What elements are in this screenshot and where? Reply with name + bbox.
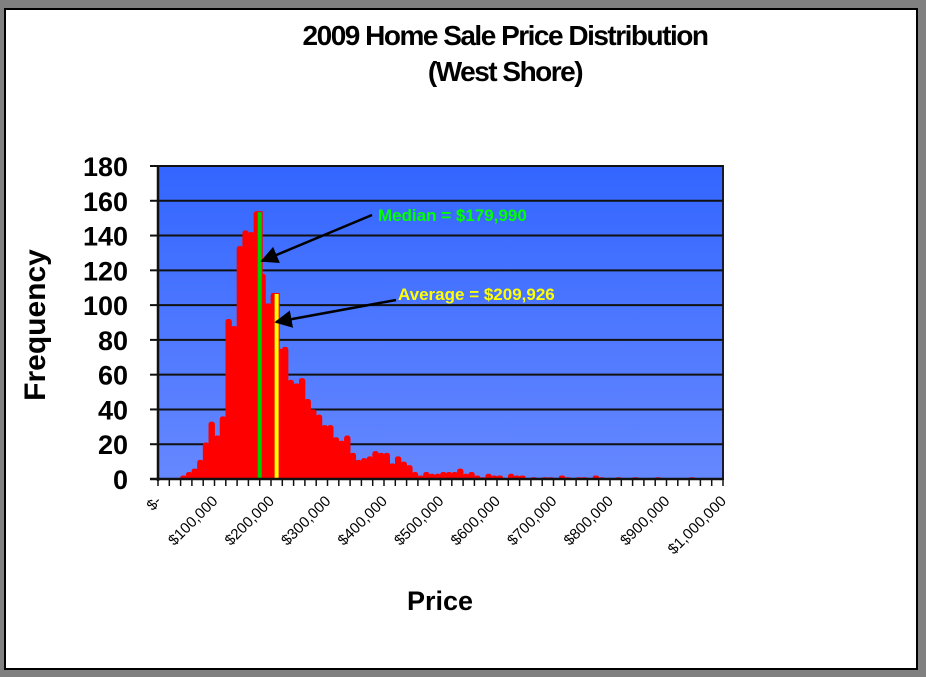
chart-title-main: 2009 Home Sale Price Distribution <box>302 20 709 51</box>
histogram-bar-body <box>214 438 221 479</box>
histogram-bar-body <box>383 455 390 479</box>
histogram-bar-body <box>287 382 294 479</box>
x-tick-label: $700,000 <box>504 493 560 549</box>
histogram-bar-body <box>231 328 238 479</box>
histogram-bar-body <box>293 386 300 479</box>
histogram-bar-body <box>349 455 357 479</box>
y-tick-label: 60 <box>98 361 128 391</box>
histogram-bar-body <box>332 440 340 479</box>
histogram-bar-body <box>236 248 244 479</box>
y-axis-ticks: 0 20 40 60 80 100 120 140 160 180 <box>83 152 158 495</box>
average-arrow <box>274 298 397 328</box>
chart-title: 2009 Home Sale Price Distribution (West … <box>0 18 926 90</box>
histogram-bar-body <box>242 233 249 479</box>
average-line <box>274 293 279 479</box>
histogram-bar-body <box>185 475 193 479</box>
x-tick-label: $900,000 <box>617 493 673 549</box>
y-tick-label: 100 <box>83 291 128 321</box>
x-tick-label: $300,000 <box>278 493 334 549</box>
y-tick-label: 120 <box>83 256 128 286</box>
y-tick-label: 140 <box>83 222 128 252</box>
histogram-bar-body <box>265 306 272 479</box>
histogram-bar-body <box>457 471 464 479</box>
y-tick-label: 180 <box>83 152 128 182</box>
histogram-bar-body <box>378 455 385 479</box>
chart-subtitle: (West Shore) <box>427 56 584 87</box>
histogram-bar-body <box>282 349 289 479</box>
histogram-bar-body <box>395 459 402 479</box>
histogram-bar-body <box>208 424 215 479</box>
x-tick-label: $800,000 <box>561 493 617 549</box>
histogram-bar-body <box>327 428 334 479</box>
histogram-bar-body <box>361 461 368 479</box>
histogram-bar-body <box>355 462 362 479</box>
annotations: Median = $179,990 Average = $209,926 <box>260 206 555 328</box>
histogram-bar-body <box>389 466 396 479</box>
x-axis-ticks: $- $100,000 $200,000 $300,000 $400,000 $500,0… <box>143 493 729 558</box>
histogram-bar-body <box>310 412 317 479</box>
histogram-bar-body <box>344 438 351 479</box>
x-tick-label: $- <box>143 493 164 514</box>
histogram-bar-body <box>406 468 413 479</box>
histogram-bar-body <box>225 322 232 479</box>
average-label: Average = $209,926 <box>398 285 555 304</box>
histogram-bar-body <box>400 464 407 479</box>
x-axis-label: Price <box>406 586 474 616</box>
y-tick-label: 40 <box>98 395 128 425</box>
histogram-bar-body <box>304 402 311 479</box>
histogram-bar-body <box>451 475 458 479</box>
stat-lines <box>256 211 280 479</box>
x-tick-label: $200,000 <box>222 493 278 549</box>
histogram-bar-body <box>248 235 255 479</box>
histogram-bar-body <box>191 471 198 479</box>
histogram-bar-body <box>445 475 453 479</box>
histogram-bar-body <box>298 381 306 479</box>
histogram-bar-body <box>468 475 475 479</box>
histogram-bar-body <box>423 475 430 479</box>
histogram-bar-body <box>202 445 210 479</box>
x-tick-label: $500,000 <box>391 493 447 549</box>
median-label: Median = $179,990 <box>378 206 527 225</box>
histogram-bar-body <box>338 443 345 479</box>
x-tick-label: $400,000 <box>335 493 391 549</box>
histogram-bar-body <box>197 462 204 479</box>
histogram-bar-body <box>321 428 328 479</box>
x-tick-label: $100,000 <box>165 493 221 549</box>
axes <box>150 165 724 486</box>
histogram-bar-body <box>315 417 323 479</box>
histogram-bar-body <box>440 475 447 479</box>
median-arrow <box>260 213 373 263</box>
x-tick-label: $1,000,000 <box>665 493 730 558</box>
median-line <box>257 212 262 479</box>
histogram-bar-body <box>411 475 419 479</box>
histogram-bar-body <box>366 459 373 479</box>
y-tick-label: 160 <box>83 187 128 217</box>
x-tick-label: $600,000 <box>448 493 504 549</box>
histogram-bar-body <box>219 419 227 479</box>
y-tick-label: 20 <box>98 430 128 460</box>
histogram-bar-body <box>372 454 379 479</box>
y-tick-label: 0 <box>113 465 128 495</box>
y-tick-label: 80 <box>98 326 128 356</box>
